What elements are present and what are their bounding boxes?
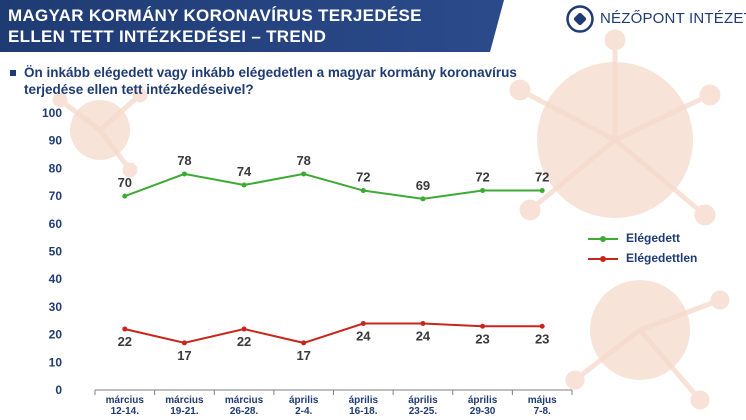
data-point (301, 340, 307, 346)
x-tick-label: 19-21. (170, 406, 199, 417)
x-tick-label: április (468, 395, 498, 406)
data-label: 72 (475, 170, 489, 185)
data-point (241, 326, 247, 332)
y-tick-label: 90 (49, 134, 63, 148)
y-tick-label: 80 (49, 161, 63, 175)
logo-text: NÉZŐPONT INTÉZET (600, 10, 746, 27)
question-bullet (10, 70, 16, 76)
data-label: 17 (177, 348, 191, 363)
x-tick-label: április (289, 395, 319, 406)
y-tick-label: 30 (49, 300, 63, 314)
data-label: 22 (237, 334, 251, 349)
data-point (420, 196, 426, 202)
series-line-1 (124, 322, 543, 344)
data-point (181, 171, 187, 177)
x-tick-label: március (225, 395, 264, 406)
data-label: 24 (416, 329, 431, 344)
data-point (539, 188, 545, 194)
x-tick-label: 23-25. (409, 406, 438, 417)
data-point (301, 171, 307, 177)
data-label: 24 (356, 329, 371, 344)
data-point (241, 182, 247, 188)
data-point (480, 323, 486, 329)
data-point (360, 321, 366, 327)
x-tick-label: március (165, 395, 204, 406)
y-tick-label: 50 (49, 245, 63, 259)
data-label: 70 (118, 175, 132, 190)
title-line-1: MAGYAR KORMÁNY KORONAVÍRUS TERJEDÉSE (8, 6, 422, 25)
data-label: 17 (296, 348, 310, 363)
data-label: 23 (535, 331, 549, 346)
y-tick-label: 70 (49, 189, 63, 203)
data-point (480, 188, 486, 194)
data-label: 74 (237, 164, 252, 179)
x-tick-label: március (106, 395, 145, 406)
logo: NÉZŐPONT INTÉZET (566, 5, 746, 33)
y-tick-label: 60 (49, 217, 63, 231)
logo-icon (566, 5, 594, 33)
y-tick-label: 10 (49, 355, 63, 369)
data-point (181, 340, 187, 346)
x-tick-label: május (528, 395, 557, 406)
data-label: 22 (118, 334, 132, 349)
x-tick-label: 29-30 (470, 406, 496, 417)
data-label: 78 (296, 153, 310, 168)
data-point (539, 323, 545, 329)
x-tick-label: 16-18. (349, 406, 378, 417)
y-tick-label: 20 (49, 328, 63, 342)
legend-label-dissatisfied: Elégedettlen (626, 251, 698, 265)
data-label: 72 (535, 170, 549, 185)
data-point (122, 326, 128, 332)
x-tick-label: 7-8. (534, 406, 551, 417)
data-label: 69 (416, 178, 430, 193)
data-point (360, 188, 366, 194)
data-point (122, 193, 128, 199)
y-tick-label: 40 (49, 272, 63, 286)
title-line-2: ELLEN TETT INTÉZKEDÉSEI – TREND (8, 27, 327, 46)
x-tick-label: 26-28. (230, 406, 259, 417)
y-tick-label: 100 (42, 106, 62, 120)
data-label: 78 (177, 153, 191, 168)
x-tick-label: április (408, 395, 438, 406)
x-tick-label: április (349, 395, 379, 406)
legend-label-satisfied: Elégedett (626, 231, 681, 245)
x-tick-label: 12-14. (111, 406, 140, 417)
series-line-0 (124, 172, 543, 200)
data-label: 72 (356, 170, 370, 185)
data-point (420, 321, 426, 327)
survey-question: Ön inkább elégedett vagy inkább elégedet… (24, 65, 517, 97)
data-label: 23 (475, 331, 489, 346)
x-tick-label: 2-4. (295, 406, 312, 417)
y-tick-label: 0 (55, 383, 62, 397)
title-banner: MAGYAR KORMÁNY KORONAVÍRUS TERJEDÉSE ELL… (0, 0, 504, 52)
